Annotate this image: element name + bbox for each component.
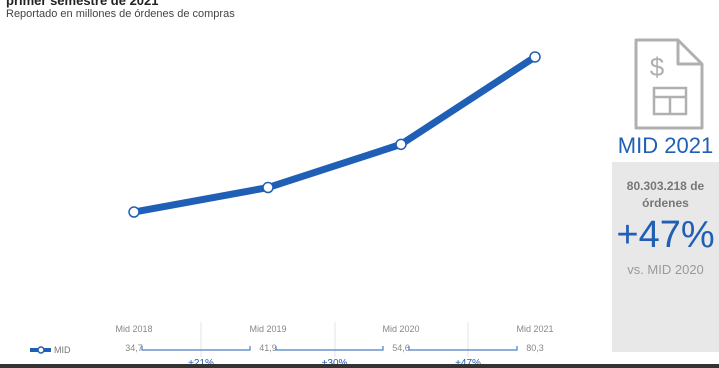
growth-bracket-3	[408, 346, 518, 351]
line-chart: Mid 2018 34,7 Mid 2019 41,9 Mid 2020 54,6 Mid …	[30, 51, 554, 368]
growth-label-2: +30%	[322, 358, 348, 368]
value-label-2: 41,9	[259, 343, 277, 353]
growth-brackets: +21% +30% +47%	[141, 346, 518, 368]
order-count-line1: 80.303.218 de	[626, 179, 705, 193]
side-summary-box: 80.303.218 de órdenes +47% vs. MID 2020	[612, 162, 719, 352]
side-year-label: MID 2021	[617, 133, 714, 158]
data-point-4	[529, 51, 541, 63]
value-label-3: 54,6	[392, 343, 410, 353]
legend: MID	[30, 345, 71, 355]
order-count-line2: órdenes	[642, 196, 689, 210]
category-label-2: Mid 2019	[249, 324, 286, 334]
growth-label-3: +47%	[455, 358, 481, 368]
svg-text:$: $	[650, 52, 665, 82]
order-count: 80.303.218 de órdenes	[612, 178, 719, 212]
series-line-layer	[130, 53, 539, 216]
growth-bracket-1	[141, 346, 251, 351]
value-label-4: 80,3	[526, 343, 544, 353]
legend-label: MID	[54, 345, 71, 355]
data-table: Mid 2018 34,7 Mid 2019 41,9 Mid 2020 54,6 Mid …	[115, 324, 553, 353]
data-point-1	[128, 206, 140, 218]
growth-bracket-2	[275, 346, 384, 351]
value-label-1: 34,7	[125, 343, 143, 353]
legend-marker	[37, 346, 45, 354]
series-line-mid	[130, 53, 539, 216]
chart-title: primer semestre de 2021	[6, 0, 159, 8]
category-label-1: Mid 2018	[115, 324, 152, 334]
column-dividers	[200, 322, 469, 357]
category-label-4: Mid 2021	[516, 324, 553, 334]
growth-label-1: +21%	[188, 358, 214, 368]
chart-subtitle: Reportado en millones de órdenes de comp…	[6, 8, 235, 20]
data-points-layer	[128, 51, 541, 218]
category-label-3: Mid 2020	[382, 324, 419, 334]
growth-percentage: +47%	[616, 214, 715, 256]
data-point-2	[262, 181, 274, 194]
data-point-3	[395, 138, 407, 151]
comparison-label: vs. MID 2020	[627, 262, 704, 277]
bottom-divider-bar	[0, 364, 719, 368]
invoice-dollar-icon: $	[634, 38, 704, 130]
